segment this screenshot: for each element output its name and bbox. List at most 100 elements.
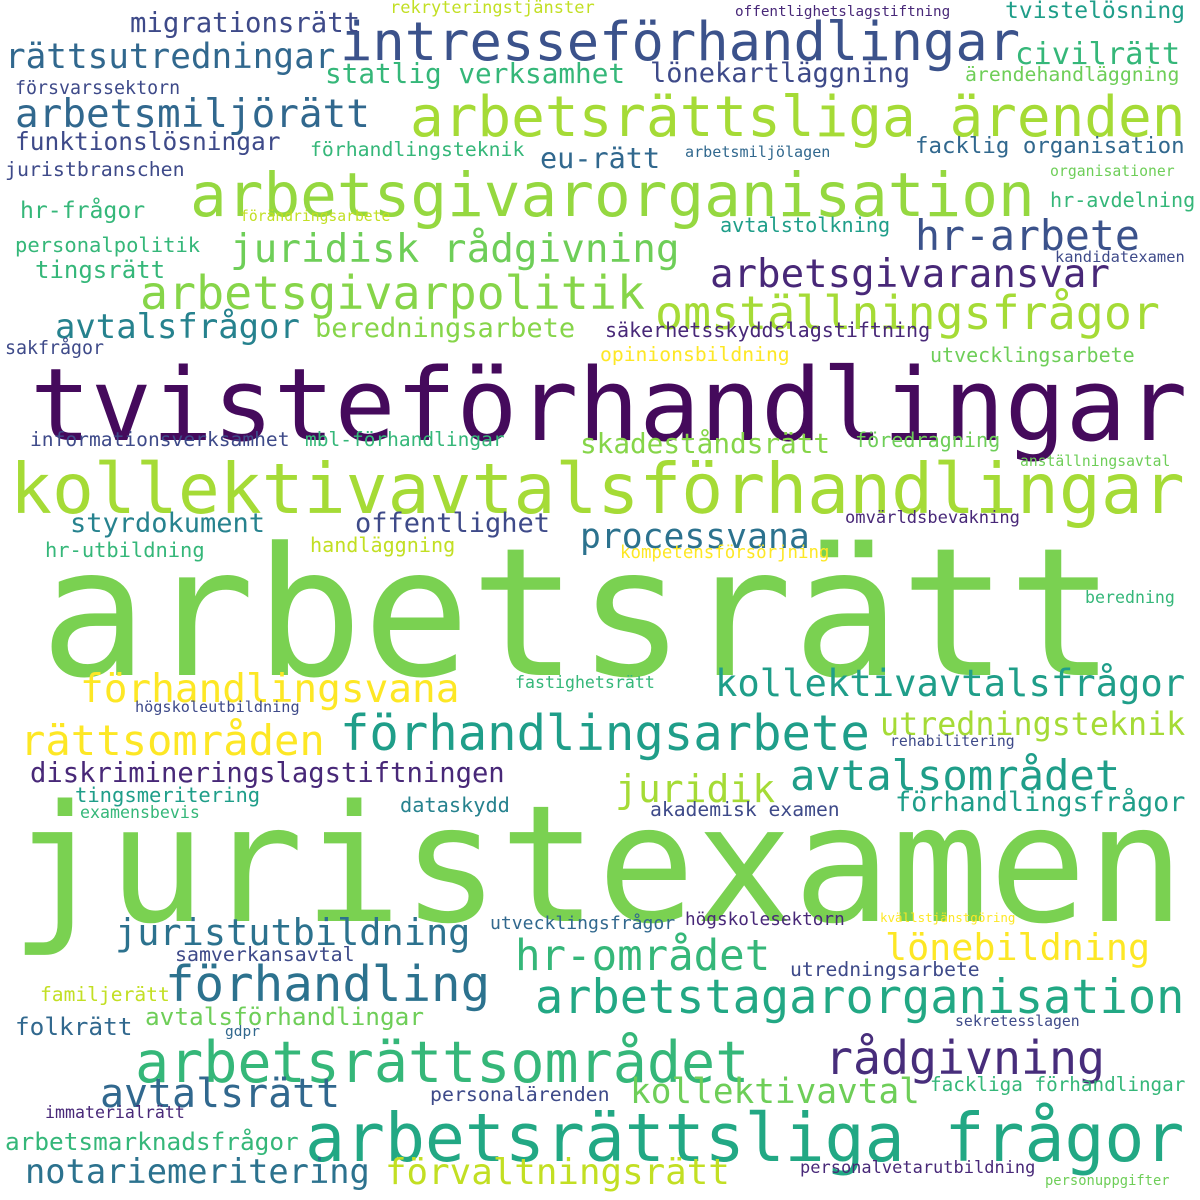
word-eu-ratt: eu-rätt bbox=[540, 142, 661, 175]
word-personalarenden: personalärenden bbox=[430, 1083, 610, 1106]
word-arendehandlaggning: ärendehandläggning bbox=[965, 63, 1180, 86]
word-forhandling: förhandling bbox=[165, 955, 491, 1013]
word-notariemeritering: notariemeritering bbox=[25, 1152, 370, 1191]
word-facklig-organisation: facklig organisation bbox=[915, 133, 1185, 159]
word-processvana: processvana bbox=[580, 517, 810, 557]
word-personuppgifter: personuppgifter bbox=[1045, 1173, 1170, 1189]
word-mbl-forhandlingar: mbl-förhandlingar bbox=[305, 428, 505, 451]
word-hogskoleutbildning: högskoleutbildning bbox=[135, 698, 300, 716]
word-rattsutredningar: rättsutredningar bbox=[5, 37, 336, 77]
word-kollektivavtalsforhandlingar: kollektivavtalsförhandlingar bbox=[10, 449, 1185, 530]
word-avtalsratt: avtalsrätt bbox=[100, 1071, 341, 1117]
word-beredningsarbete: beredningsarbete bbox=[315, 313, 576, 344]
word-utredningsteknik: utredningsteknik bbox=[880, 707, 1186, 743]
word-informationsverksamhet: informationsverksamhet bbox=[30, 428, 290, 451]
word-migrationsratt: migrationsrätt bbox=[130, 8, 361, 39]
word-avtalsfragor: avtalsfrågor bbox=[55, 307, 300, 346]
word-sekretesslagen: sekretesslagen bbox=[955, 1013, 1080, 1030]
word-examensbevis: examensbevis bbox=[80, 803, 200, 822]
word-rattsomraden: rättsområden bbox=[20, 716, 325, 765]
word-arbetsgivarorganisation: arbetsgivarorganisation bbox=[190, 160, 1035, 231]
word-forandringsarbete: förändringsarbete bbox=[240, 208, 391, 225]
word-avtalstolkning: avtalstolkning bbox=[720, 213, 891, 237]
word-styrdokument: styrdokument bbox=[70, 508, 266, 539]
word-omstallningsfragor: omställningsfrågor bbox=[655, 286, 1160, 340]
word-organisationer: organisationer bbox=[1050, 163, 1175, 180]
word-arbetsrattsliga-fragor: arbetsrättsliga frågor bbox=[305, 1099, 1185, 1177]
word-utredningsarbete: utredningsarbete bbox=[790, 958, 980, 981]
word-arbetsmarknadsfragor: arbetsmarknadsfrågor bbox=[5, 1127, 299, 1156]
word-hr-avdelning: hr-avdelning bbox=[1050, 188, 1196, 212]
word-kollektivavtalsfragor: kollektivavtalsfrågor bbox=[715, 661, 1186, 705]
word-familjeratt: familjerätt bbox=[40, 983, 170, 1006]
word-omvarldsbevakning: omvärldsbevakning bbox=[845, 508, 1020, 528]
word-lonekartlaggning: lönekartläggning bbox=[650, 58, 911, 89]
word-avtalsomradet: avtalsområdet bbox=[790, 751, 1121, 800]
word-handlaggning: handläggning bbox=[310, 533, 456, 557]
word-folkratt: folkrätt bbox=[15, 1012, 133, 1041]
word-anstallningsavtal: anställningsavtal bbox=[1020, 453, 1171, 470]
word-arbetsgivaransvar: arbetsgivaransvar bbox=[710, 252, 1110, 297]
word-arbetsmiljoratt: arbetsmiljörätt bbox=[15, 92, 370, 137]
word-arbetsmiljolagen: arbetsmiljölagen bbox=[685, 143, 831, 161]
word-akademisk-examen: akademisk examen bbox=[650, 798, 840, 821]
word-funktionslosningar: funktionslösningar bbox=[15, 127, 281, 156]
word-forhandlingsvana: förhandlingsvana bbox=[80, 666, 460, 712]
word-forvaltningsratt: förvaltningsrätt bbox=[385, 1152, 730, 1193]
word-hr-omradet: hr-området bbox=[515, 931, 771, 980]
word-tingsratt: tingsrätt bbox=[35, 256, 166, 284]
word-avtalsforhandlingar: avtalsförhandlingar bbox=[145, 1002, 425, 1031]
word-civilratt: civilrätt bbox=[1015, 37, 1181, 72]
word-tingsmeritering: tingsmeritering bbox=[75, 783, 261, 807]
word-sakerhetsskyddslagstiftning: säkerhetsskyddslagstiftning bbox=[605, 318, 931, 342]
word-skadestandsratt: skadeståndsrätt bbox=[580, 427, 831, 460]
word-radgivning: rådgivning bbox=[825, 1031, 1105, 1085]
word-offentlighetslagstiftning: offentlighetslagstiftning bbox=[735, 4, 951, 20]
word-arbetsratt: arbetsrätt bbox=[40, 510, 1116, 718]
word-arbetstagarorganisation: arbetstagarorganisation bbox=[535, 970, 1185, 1025]
word-rekryteringstjanster: rekryteringstjänster bbox=[390, 0, 595, 18]
word-forhandlingsarbete: förhandlingsarbete bbox=[340, 705, 870, 762]
word-juristutbildning: juristutbildning bbox=[115, 911, 471, 954]
word-opinionsbildning: opinionsbildning bbox=[600, 343, 790, 366]
word-sakfragor: sakfrågor bbox=[5, 338, 105, 359]
word-hr-fragor: hr-frågor bbox=[20, 198, 146, 224]
word-offentlighet: offentlighet bbox=[355, 508, 551, 539]
word-arbetsrattsomradet: arbetsrättsområdet bbox=[135, 1030, 750, 1096]
word-forhandlingsteknik: förhandlingsteknik bbox=[310, 138, 525, 161]
word-tvisteforhandlingar: tvisteförhandlingar bbox=[30, 346, 1188, 464]
word-forsvarssektorn: försvarssektorn bbox=[15, 78, 181, 99]
word-utvecklingsfragor: utvecklingsfrågor bbox=[490, 913, 676, 934]
word-arbetsrattsliga-arenden: arbetsrättsliga ärenden bbox=[410, 85, 1186, 150]
word-hr-arbete: hr-arbete bbox=[915, 211, 1140, 260]
word-juridisk-radgivning: juridisk rådgivning bbox=[230, 227, 680, 272]
word-beredning: beredning bbox=[1085, 588, 1175, 607]
word-immaterialratt: immaterialrätt bbox=[45, 1103, 185, 1122]
word-juridik: juridik bbox=[615, 767, 776, 811]
word-samverkansavtal: samverkansavtal bbox=[175, 943, 355, 966]
word-fastighetsratt: fastighetsrätt bbox=[515, 673, 655, 692]
word-gdpr: gdpr bbox=[225, 1024, 260, 1040]
word-tvistelosning: tvistelösning bbox=[1005, 0, 1186, 24]
word-fackliga-forhandlingar: fackliga förhandlingar bbox=[930, 1073, 1186, 1096]
word-diskrimineringslagstiftningen: diskrimineringslagstiftningen bbox=[30, 758, 505, 789]
word-juristexamen: juristexamen bbox=[10, 771, 1185, 960]
word-utvecklingsarbete: utvecklingsarbete bbox=[930, 343, 1135, 367]
word-hogskolesektorn: högskolesektorn bbox=[685, 910, 845, 930]
word-juristbranschen: juristbranschen bbox=[5, 158, 185, 181]
word-personalpolitik: personalpolitik bbox=[15, 233, 201, 257]
word-hr-utbildning: hr-utbildning bbox=[45, 538, 205, 562]
word-rehabilitering: rehabilitering bbox=[890, 733, 1015, 750]
word-dataskydd: dataskydd bbox=[400, 793, 510, 817]
word-intresseforhandlingar: intresseförhandlingar bbox=[340, 10, 1021, 73]
word-forhandlingsfragor: förhandlingsfrågor bbox=[895, 787, 1186, 818]
word-kompetensforsorjning: kompetensförsörjning bbox=[620, 543, 830, 563]
word-personalvetarutbildning: personalvetarutbildning bbox=[800, 1158, 1036, 1178]
word-kvallstjanstgoring: kvällstjänstgöring bbox=[880, 910, 1016, 925]
word-lonebildning: lönebildning bbox=[885, 926, 1151, 969]
word-foredragning: föredragning bbox=[855, 428, 1001, 452]
word-arbetsgivarpolitik: arbetsgivarpolitik bbox=[140, 266, 645, 320]
word-kollektivavtal: kollektivavtal bbox=[630, 1072, 920, 1112]
word-statlig-verksamhet: statlig verksamhet bbox=[325, 57, 626, 90]
